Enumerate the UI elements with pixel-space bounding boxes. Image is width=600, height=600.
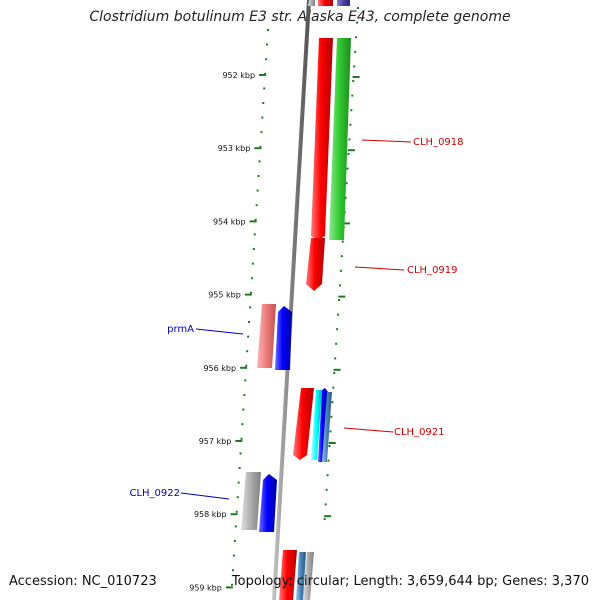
ruler-label: 959 kbp: [189, 583, 222, 592]
cds-feature-pink[interactable]: [257, 304, 276, 368]
ruler-ticks: 952 kbp 953 kbp 954 kbp 955 kbp 956 kbp 957 k…: [189, 71, 360, 592]
leader-clh-0919: [354, 266, 405, 271]
map-title: Clostridium botulinum E3 str. Alaska E43…: [89, 9, 511, 25]
ruler-label: 958 kbp: [194, 510, 227, 519]
ruler-label: 954 kbp: [213, 217, 246, 226]
leader-clh-0922: [180, 492, 230, 500]
cds-feature-steel-mid[interactable]: [322, 392, 332, 462]
leader-clh-0921: [343, 427, 394, 433]
leader-prma: [195, 328, 244, 335]
cds-feature-top-red[interactable]: [318, 0, 333, 6]
cds-feature-bottom-red[interactable]: [279, 550, 297, 600]
ruler-label: 955 kbp: [208, 291, 241, 300]
cds-feature-bottom-grey[interactable]: [303, 552, 314, 600]
accession-text: Accession: NC_010723: [9, 574, 157, 589]
cds-feature-clh-0922[interactable]: [259, 474, 277, 532]
ruler-dotted-lines: [231, 7, 359, 586]
cds-feature-bottom-steel[interactable]: [296, 552, 306, 600]
genome-summary-text: Topology: circular; Length: 3,659,644 bp…: [231, 574, 589, 589]
ruler-label: 956 kbp: [203, 364, 236, 373]
gene-label-clh-0918[interactable]: CLH_0918: [413, 137, 464, 148]
gene-labels: CLH_0918 CLH_0919 prmA CLH_0921 CLH_0922: [129, 137, 463, 499]
gene-label-leaders: [180, 139, 412, 500]
cds-feature-clh-0921[interactable]: [318, 388, 328, 462]
ruler-label: 957 kbp: [199, 437, 232, 446]
cds-feature-top-purple[interactable]: [337, 0, 350, 6]
leader-clh-0918: [361, 139, 412, 143]
cds-feature-cyan[interactable]: [311, 390, 322, 460]
gene-label-clh-0922[interactable]: CLH_0922: [129, 488, 180, 499]
cds-feature-clh-0919[interactable]: [306, 238, 325, 291]
cds-feature-grey[interactable]: [241, 472, 261, 530]
gene-label-clh-0919[interactable]: CLH_0919: [407, 265, 458, 276]
cds-feature-red-large[interactable]: [311, 38, 333, 240]
cds-features: [241, 0, 351, 600]
cds-feature-top-grey[interactable]: [308, 0, 315, 6]
gene-label-prma[interactable]: prmA: [167, 324, 194, 335]
gene-label-clh-0921[interactable]: CLH_0921: [394, 427, 445, 438]
ruler-label: 953 kbp: [218, 144, 251, 153]
cds-feature-red-mid[interactable]: [293, 388, 314, 460]
genome-backbone: [272, 0, 311, 600]
ruler-label: 952 kbp: [222, 71, 255, 80]
cds-feature-prma[interactable]: [275, 306, 292, 370]
cds-feature-clh-0918[interactable]: [329, 38, 351, 240]
